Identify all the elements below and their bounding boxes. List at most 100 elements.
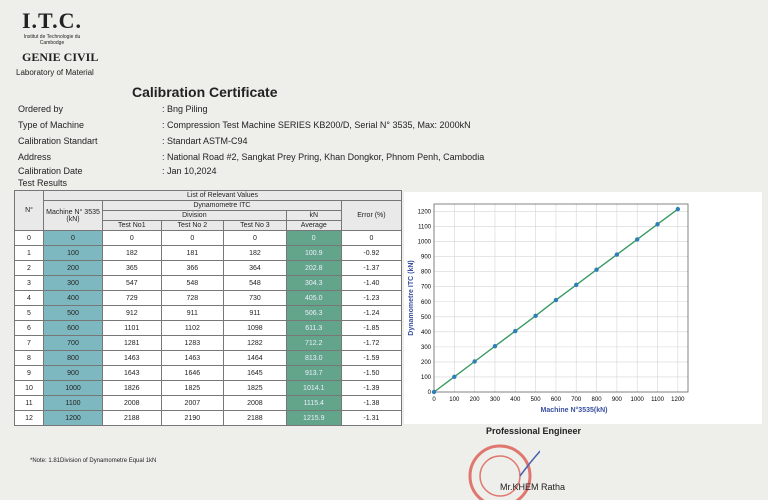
y-tick-label: 0 bbox=[428, 390, 432, 396]
cell: 2188 bbox=[102, 410, 162, 426]
cell: 1463 bbox=[102, 350, 162, 366]
x-tick-label: 500 bbox=[531, 397, 542, 403]
cell: 2008 bbox=[102, 395, 162, 411]
cell: 7 bbox=[14, 335, 44, 351]
marker bbox=[553, 297, 559, 303]
note: *Note: 1.81Division of Dynamometre Equal… bbox=[30, 458, 157, 464]
cell: 2188 bbox=[223, 410, 287, 426]
cell: 400 bbox=[43, 290, 103, 306]
cell: 1825 bbox=[160, 380, 225, 396]
field-label: Calibration Standart bbox=[18, 136, 98, 146]
x-tick-label: 100 bbox=[449, 397, 460, 403]
y-tick-label: 200 bbox=[421, 360, 432, 366]
x-tick-label: 0 bbox=[432, 397, 436, 403]
cell: -0.92 bbox=[340, 245, 403, 261]
engineer-name: Mr.KHEM Ratha bbox=[500, 482, 566, 492]
y-tick-label: 900 bbox=[421, 255, 432, 261]
field-label: Address bbox=[18, 152, 52, 162]
cell: 6 bbox=[14, 320, 44, 336]
cell: 1115.4 bbox=[285, 395, 342, 411]
cell: 200 bbox=[43, 260, 103, 276]
th: Division bbox=[102, 210, 287, 221]
cell: 10 bbox=[14, 380, 44, 396]
row: 8 800 1463 1463 1464 813.0 -1.59 bbox=[14, 350, 403, 366]
cell: -1.37 bbox=[340, 260, 403, 276]
cell: 730 bbox=[223, 290, 287, 306]
field-label: Ordered by bbox=[18, 104, 64, 114]
cell: 2008 bbox=[223, 395, 287, 411]
th: Machine N° 3535 (kN) bbox=[43, 200, 103, 231]
cell: 5 bbox=[14, 305, 44, 321]
row: 9 900 1643 1646 1645 913.7 -1.50 bbox=[14, 365, 403, 381]
cell: 729 bbox=[102, 290, 162, 306]
cell: -1.59 bbox=[340, 350, 403, 366]
cell: 182 bbox=[223, 245, 287, 261]
cell: 1463 bbox=[160, 350, 225, 366]
row: 2 200 365 366 364 202.8 -1.37 bbox=[14, 260, 403, 276]
x-tick-label: 200 bbox=[470, 397, 481, 403]
cell: 800 bbox=[43, 350, 103, 366]
cell: 8 bbox=[14, 350, 44, 366]
results-table: N° List of Relevant Values Machine N° 353… bbox=[14, 190, 403, 426]
cell: 548 bbox=[160, 275, 225, 291]
cell: 1825 bbox=[223, 380, 287, 396]
logo: I.T.C. bbox=[22, 8, 82, 33]
x-tick-label: 1100 bbox=[651, 397, 665, 403]
x-axis-label: Machine N°3535(kN) bbox=[541, 406, 608, 414]
cell: -1.40 bbox=[340, 275, 403, 291]
marker bbox=[635, 237, 640, 242]
cell: 712.2 bbox=[285, 335, 342, 351]
marker bbox=[513, 328, 518, 334]
cell: -1.50 bbox=[340, 365, 403, 381]
cell: -1.39 bbox=[340, 380, 403, 396]
x-tick-label: 900 bbox=[612, 397, 623, 403]
section-title: Test Results bbox=[18, 178, 68, 188]
row: 10 1000 1826 1825 1825 1014.1 -1.39 bbox=[14, 380, 403, 396]
field-value: : Jan 10,2024 bbox=[162, 166, 217, 176]
cell: 181 bbox=[160, 245, 225, 261]
plot-frame bbox=[433, 203, 689, 393]
cell: 4 bbox=[14, 290, 44, 306]
cell: 12 bbox=[14, 410, 44, 426]
field-label: Calibration Date bbox=[18, 166, 83, 176]
cell: 300 bbox=[43, 275, 103, 291]
th: Test No 3 bbox=[223, 220, 287, 231]
cell: 611.3 bbox=[285, 320, 342, 336]
th: Dynamometre ITC bbox=[102, 200, 342, 211]
field-value: : Compression Test Machine SERIES KB200/… bbox=[162, 120, 471, 130]
cell: 912 bbox=[102, 305, 162, 321]
cell: 11 bbox=[14, 395, 44, 411]
y-tick-label: 300 bbox=[421, 345, 432, 351]
th: kN bbox=[285, 210, 342, 221]
cell: 1000 bbox=[43, 380, 103, 396]
row: 3 300 547 548 548 304.3 -1.40 bbox=[14, 275, 403, 291]
cell: 364 bbox=[223, 260, 287, 276]
cell: 2007 bbox=[160, 395, 225, 411]
cell: 0 bbox=[160, 230, 225, 246]
cell: 1 bbox=[14, 245, 44, 261]
marker bbox=[675, 206, 681, 212]
cell: 1826 bbox=[102, 380, 162, 396]
cell: 405.0 bbox=[285, 290, 342, 306]
x-tick-label: 300 bbox=[490, 397, 501, 403]
marker bbox=[594, 267, 599, 272]
cell: -1.85 bbox=[340, 320, 403, 336]
y-tick-label: 800 bbox=[421, 270, 432, 276]
cell: 547 bbox=[102, 275, 162, 291]
cell: 548 bbox=[223, 275, 287, 291]
y-tick-label: 1200 bbox=[418, 210, 432, 216]
field-value: : Standart ASTM-C94 bbox=[162, 136, 248, 146]
cell: 1098 bbox=[223, 320, 287, 336]
cell: 1643 bbox=[102, 365, 162, 381]
row: 12 1200 2188 2190 2188 1215.9 -1.31 bbox=[14, 410, 403, 426]
cell: 1645 bbox=[223, 365, 287, 381]
cell: 1283 bbox=[160, 335, 225, 351]
cell: 700 bbox=[43, 335, 103, 351]
cell: 304.3 bbox=[285, 275, 342, 291]
th: Error (%) bbox=[340, 200, 403, 231]
y-tick-label: 1100 bbox=[418, 225, 432, 231]
cell: 1102 bbox=[160, 320, 225, 336]
field-label: Type of Machine bbox=[18, 120, 85, 130]
x-tick-label: 400 bbox=[510, 397, 521, 403]
